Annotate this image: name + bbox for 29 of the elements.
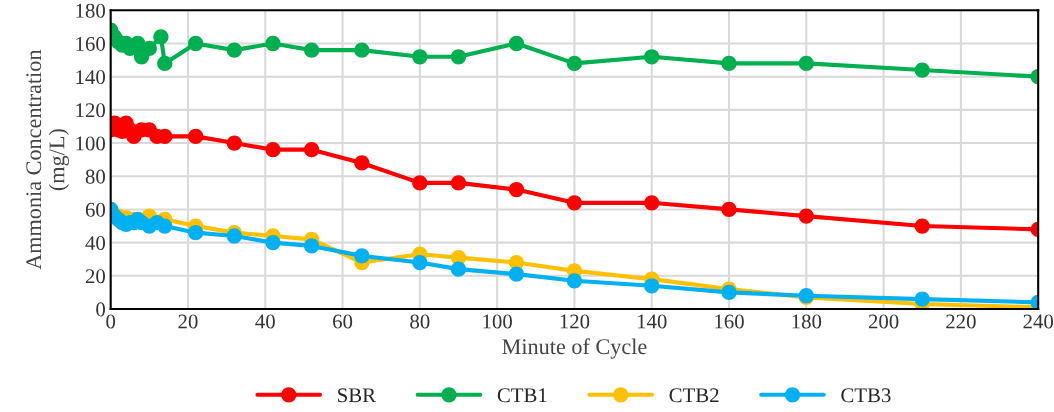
legend-label: CTB3 — [841, 388, 891, 403]
x-tick-label: 40 — [255, 314, 275, 329]
legend-label: SBR — [338, 388, 377, 403]
x-tick-label: 140 — [637, 314, 667, 329]
x-tick-label: 60 — [333, 314, 353, 329]
x-tick-label: 20 — [178, 314, 198, 329]
x-tick-label: 200 — [868, 314, 899, 329]
x-tick-label: 0 — [106, 314, 116, 329]
y-tick-label: 60 — [85, 202, 106, 217]
y-tick-label: 140 — [76, 70, 106, 85]
legend-label: CTB2 — [669, 388, 719, 403]
x-tick-label: 80 — [410, 314, 430, 329]
y-tick-label: 120 — [76, 103, 106, 118]
y-tick-label: 20 — [85, 269, 106, 284]
y-tick-label: 100 — [76, 136, 106, 151]
y-tick-label: 160 — [76, 36, 106, 51]
x-tick-label: 120 — [560, 314, 590, 329]
y-axis-title: Ammonia Concentration (mg/L) — [26, 49, 69, 270]
x-tick-label: 220 — [946, 314, 976, 329]
x-axis-title: Minute of Cycle — [502, 338, 647, 359]
x-tick-label: 160 — [715, 314, 744, 329]
x-tick-label: 180 — [792, 314, 822, 329]
legend-label: CTB1 — [497, 388, 547, 403]
y-tick-label: 180 — [76, 3, 106, 18]
x-tick-label: 240 — [1023, 314, 1054, 329]
x-tick-label: 100 — [483, 314, 512, 329]
y-tick-label: 40 — [85, 236, 106, 251]
y-tick-label: 0 — [96, 302, 106, 317]
y-tick-label: 80 — [85, 169, 106, 184]
